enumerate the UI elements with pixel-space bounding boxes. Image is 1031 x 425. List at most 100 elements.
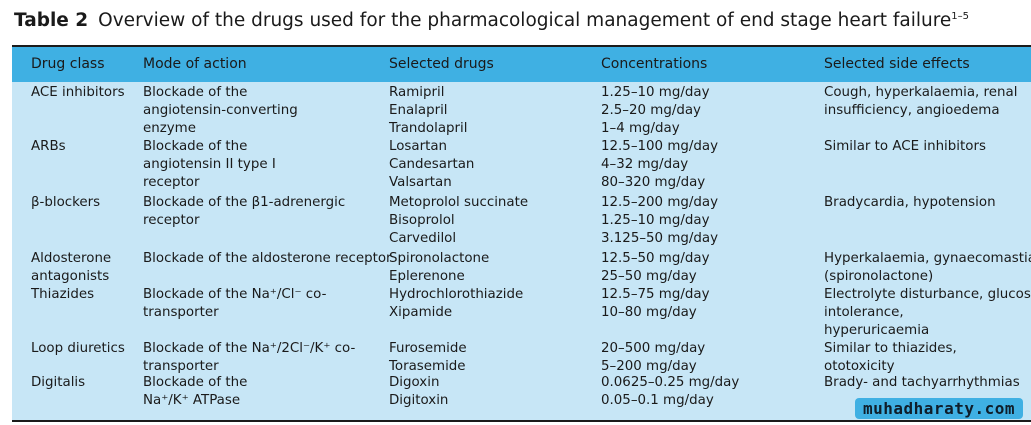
cell-line: 12.5–200 mg/day	[601, 195, 719, 210]
cell-drug-class: Aldosterone antagonists	[31, 250, 111, 286]
cell-line: Metoprolol succinate	[389, 195, 529, 210]
table-header-row: Drug class Mode of action Selected drugs…	[12, 45, 1031, 83]
cell-mode-of-action: Blockade of the aldosterone receptor	[143, 250, 392, 268]
cell-concentrations: 12.5–75 mg/day 10–80 mg/day	[601, 286, 710, 322]
cell-line: ARBs	[31, 139, 66, 154]
cell-line: hyperuricaemia	[824, 323, 930, 339]
cell-line: intolerance,	[824, 305, 904, 321]
cell-line: Similar to ACE inhibitors	[824, 139, 986, 154]
cell-mode-of-action: Blockade of the Na⁺/Cl⁻ co-transporter	[143, 286, 326, 322]
cell-concentrations: 12.5–50 mg/day 25–50 mg/day	[601, 250, 710, 286]
cell-line: Ramipril	[389, 85, 445, 100]
cell-line: receptor	[143, 213, 200, 229]
cell-side-effects: Cough, hyperkalaemia, renal insufficiency…	[824, 84, 1017, 120]
cell-line: Bradycardia, hypotension	[824, 195, 996, 210]
cell-selected-drugs: Ramipril Enalapril Trandolapril	[389, 84, 467, 139]
table-caption: Overview of the drugs used for the pharm…	[98, 10, 952, 31]
cell-line: ototoxicity	[824, 359, 895, 375]
cell-line: 3.125–50 mg/day	[601, 231, 719, 247]
cell-line: Valsartan	[389, 175, 452, 191]
cell-selected-drugs: Metoprolol succinate Bisoprolol Carvedilol	[389, 194, 528, 249]
cell-line: Digitalis	[31, 375, 86, 390]
header-mode-of-action: Mode of action	[143, 56, 247, 72]
cell-line: 1–4 mg/day	[601, 121, 680, 137]
cell-line: 1.25–10 mg/day	[601, 213, 710, 229]
header-side-effects: Selected side effects	[824, 56, 970, 72]
cell-line: Blockade of the	[143, 375, 248, 390]
cell-selected-drugs: Digoxin Digitoxin	[389, 374, 448, 410]
cell-line: Bisoprolol	[389, 213, 455, 229]
cell-line: 5–200 mg/day	[601, 359, 697, 375]
cell-line: 1.25–10 mg/day	[601, 85, 710, 100]
cell-line: Aldosterone	[31, 251, 112, 266]
cell-line: 4–32 mg/day	[601, 157, 689, 173]
cell-line: enzyme	[143, 121, 196, 137]
cell-line: Furosemide	[389, 341, 467, 356]
cell-line: 0.0625–0.25 mg/day	[601, 375, 740, 390]
cell-line: Hyperkalaemia, gynaecomastia	[824, 251, 1031, 266]
cell-drug-class: ARBs	[31, 138, 66, 156]
cell-line: 12.5–100 mg/day	[601, 139, 719, 154]
cell-concentrations: 20–500 mg/day 5–200 mg/day	[601, 340, 705, 376]
cell-line: Carvedilol	[389, 231, 457, 247]
cell-line: Similar to thiazides,	[824, 341, 957, 356]
cell-line: transporter	[143, 305, 219, 321]
cell-line: Na⁺/K⁺ ATPase	[143, 393, 241, 409]
cell-side-effects: Brady- and tachyarrhythmias	[824, 374, 1020, 392]
cell-line: Digitoxin	[389, 393, 449, 409]
cell-line: Torasemide	[389, 359, 466, 375]
cell-line: Xipamide	[389, 305, 453, 321]
cell-line: Loop diuretics	[31, 341, 125, 356]
cell-line: transporter	[143, 359, 219, 375]
cell-selected-drugs: Losartan Candesartan Valsartan	[389, 138, 474, 193]
watermark: muhadharaty.com	[855, 398, 1023, 419]
cell-line: Blockade of the β1-adrenergic	[143, 195, 346, 210]
cell-selected-drugs: Furosemide Torasemide	[389, 340, 467, 376]
cell-mode-of-action: Blockade of the angiotensin II type I rece…	[143, 138, 276, 193]
cell-mode-of-action: Blockade of the Na⁺/K⁺ ATPase	[143, 374, 247, 410]
cell-line: Blockade of the Na⁺/2Cl⁻/K⁺ co-	[143, 341, 356, 356]
cell-line: 20–500 mg/day	[601, 341, 706, 356]
cell-line: Candesartan	[389, 157, 475, 173]
cell-line: Losartan	[389, 139, 448, 154]
cell-drug-class: Thiazides	[31, 286, 94, 304]
cell-concentrations: 12.5–200 mg/day 1.25–10 mg/day 3.125–50 mg…	[601, 194, 718, 249]
cell-line: Blockade of the	[143, 85, 248, 100]
cell-line: 12.5–75 mg/day	[601, 287, 710, 302]
cell-side-effects: Electrolyte disturbance, glucose intolera…	[824, 286, 1031, 341]
cell-mode-of-action: Blockade of the angiotensin-converting enz…	[143, 84, 298, 139]
cell-concentrations: 1.25–10 mg/day 2.5–20 mg/day 1–4 mg/day	[601, 84, 710, 139]
header-concentrations: Concentrations	[601, 56, 708, 72]
cell-selected-drugs: Spironolactone Eplerenone	[389, 250, 489, 286]
cell-line: angiotensin II type I	[143, 157, 276, 173]
cell-line: 12.5–50 mg/day	[601, 251, 710, 266]
cell-line: 25–50 mg/day	[601, 269, 697, 285]
cell-side-effects: Similar to thiazides, ototoxicity	[824, 340, 957, 376]
cell-line: receptor	[143, 175, 200, 191]
cell-line: insufficiency, angioedema	[824, 103, 1000, 119]
cell-line: Electrolyte disturbance, glucose	[824, 287, 1031, 302]
cell-line: 10–80 mg/day	[601, 305, 697, 321]
cell-line: (spironolactone)	[824, 269, 934, 285]
cell-mode-of-action: Blockade of the β1-adrenergic receptor	[143, 194, 345, 230]
cell-line: antagonists	[31, 269, 110, 285]
cell-line: Brady- and tachyarrhythmias	[824, 375, 1020, 390]
cell-mode-of-action: Blockade of the Na⁺/2Cl⁻/K⁺ co-transport…	[143, 340, 355, 376]
table-label: Table 2	[14, 10, 89, 31]
cell-line: Eplerenone	[389, 269, 465, 285]
cell-concentrations: 0.0625–0.25 mg/day 0.05–0.1 mg/day	[601, 374, 739, 410]
cell-drug-class: Loop diuretics	[31, 340, 125, 358]
title-references: 1–5	[951, 10, 970, 22]
header-drug-class: Drug class	[31, 56, 105, 72]
cell-concentrations: 12.5–100 mg/day 4–32 mg/day 80–320 mg/day	[601, 138, 718, 193]
cell-line: ACE inhibitors	[31, 85, 125, 100]
table-title: Table 2 Overview of the drugs used for th…	[14, 10, 969, 31]
cell-drug-class: ACE inhibitors	[31, 84, 125, 102]
cell-line: 0.05–0.1 mg/day	[601, 393, 714, 409]
cell-line: 2.5–20 mg/day	[601, 103, 701, 119]
cell-drug-class: Digitalis	[31, 374, 85, 392]
cell-line: 80–320 mg/day	[601, 175, 706, 191]
cell-line: Blockade of the aldosterone receptor	[143, 251, 392, 266]
cell-line: Spironolactone	[389, 251, 490, 266]
cell-line: Blockade of the	[143, 139, 248, 154]
